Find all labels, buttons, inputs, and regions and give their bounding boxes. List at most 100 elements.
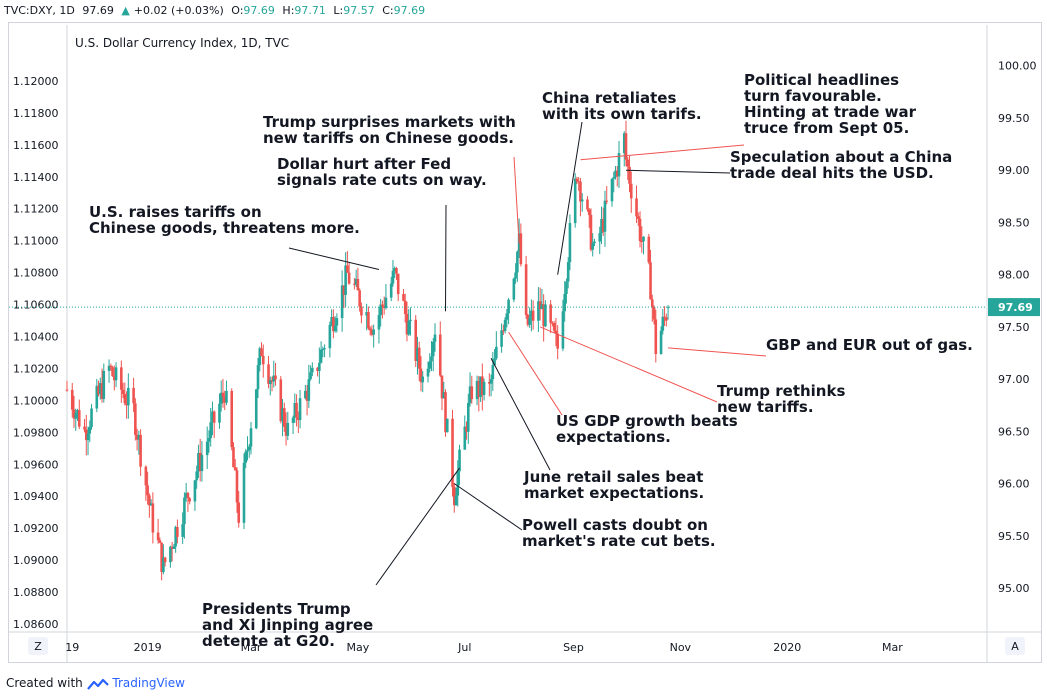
candle-body (516, 251, 519, 273)
candle-body (270, 380, 274, 382)
last-price: 97.69 (82, 4, 114, 17)
symbol-name[interactable]: TVC:DXY, 1D (4, 4, 75, 17)
left-axis-tick-label: 1.09800 (13, 426, 59, 439)
candle-body (272, 375, 276, 382)
candle-body (146, 485, 149, 496)
candle-body (475, 380, 479, 400)
left-axis-tick-label: 1.08600 (13, 618, 59, 631)
left-axis-tick-label: 1.12000 (13, 75, 59, 88)
candle-body (183, 497, 186, 525)
candle-body (409, 319, 412, 322)
candle-body (86, 433, 90, 441)
candle-body (395, 268, 398, 274)
annotation-leader-line (668, 347, 767, 357)
candles-series (65, 120, 670, 581)
candle-body (603, 200, 607, 232)
candle-body (125, 403, 128, 406)
annotation-text: truce from Sept 05. (744, 119, 909, 137)
candle-body (537, 301, 540, 321)
candle-body (309, 372, 312, 380)
candle-body (162, 557, 165, 572)
high-label: H: (282, 4, 295, 17)
candle-body (477, 380, 481, 397)
candle-body (90, 408, 93, 428)
candle-body (482, 382, 486, 396)
annotation-text: trade deal hits the USD. (730, 164, 934, 182)
candle-body (442, 392, 446, 399)
candle-body (247, 446, 251, 451)
candle-body (638, 218, 642, 241)
candle-body (70, 389, 74, 410)
candle-body (600, 219, 603, 234)
right-axis-tick-label: 98.00 (998, 269, 1030, 282)
chart-canvas[interactable]: 1.12000 1.11800 1.11600 1.11400 1.11200 1.110… (9, 23, 1041, 662)
candle-body (503, 319, 507, 332)
candle-body (379, 304, 382, 316)
candle-body (519, 233, 523, 265)
candle-body (549, 304, 552, 323)
annotation-text: Trump rethinks (717, 382, 845, 400)
chart-title: U.S. Dollar Currency Index, 1D, TVC (75, 36, 289, 50)
candle-body (542, 304, 545, 327)
annotation-text: with its own tarifs. (542, 105, 702, 123)
candle-body (244, 451, 248, 463)
candle-body (258, 348, 262, 366)
annotation-text: Chinese goods, threatens more. (89, 219, 360, 237)
candle-body (540, 304, 544, 310)
candle-body (135, 434, 139, 440)
tradingview-brand[interactable]: TradingView (112, 676, 185, 690)
annotation-text: China retaliates (542, 89, 676, 107)
time-axis-tick-label: Mar (882, 641, 903, 654)
candle-body (465, 426, 468, 432)
candle-body (589, 214, 593, 250)
candle-body (212, 411, 216, 423)
candle-body (554, 330, 558, 334)
candle-body (393, 268, 396, 271)
auto-scale-button[interactable] (1005, 637, 1025, 655)
chart-pane[interactable]: 1.12000 1.11800 1.11600 1.11400 1.11200 1.110… (8, 22, 1042, 663)
candle-body (360, 306, 363, 316)
annotation-text: U.S. raises tariffs on (89, 203, 262, 221)
low-value: 97.57 (343, 4, 375, 17)
candle-body (642, 236, 645, 242)
candle-body (647, 236, 651, 263)
annotation-text: Speculation about a China (730, 148, 952, 166)
candle-body (132, 387, 135, 404)
open-label: O: (231, 4, 244, 17)
footer: Created with TradingView (0, 668, 1047, 698)
time-axis-tick-label: May (347, 641, 370, 654)
left-price-axis: 1.12000 1.11800 1.11600 1.11400 1.11200 1.110… (13, 75, 59, 631)
candle-body (170, 546, 174, 549)
annotation-text: Dollar hurt after Fed (277, 155, 451, 173)
candle-body (428, 361, 432, 369)
symbol-header: TVC:DXY, 1D 97.69 ▲ +0.02 (+0.03%) O:97.6… (0, 0, 1047, 22)
time-axis-tick-label: 2020 (773, 641, 801, 654)
candle-body (151, 503, 155, 533)
candle-body (598, 233, 602, 242)
candle-body (640, 240, 644, 242)
candle-body (507, 299, 510, 314)
right-axis-tick-label: 95.00 (998, 582, 1030, 595)
candle-body (65, 389, 69, 391)
candle-body (169, 546, 172, 563)
candle-body (242, 462, 246, 523)
candle-body (552, 323, 556, 331)
candle-body (198, 452, 202, 472)
candle-body (438, 334, 442, 376)
candle-body (652, 306, 656, 320)
candle-body (237, 502, 241, 523)
time-axis: 19 2019 Mar May Jul Sep Nov 2020 Mar (65, 641, 903, 654)
candle-body (468, 386, 472, 403)
candle-body (617, 153, 621, 177)
candle-body (456, 471, 460, 496)
candle-body (321, 348, 325, 350)
candle-body (340, 285, 344, 319)
candle-body (445, 418, 449, 433)
left-scale-button[interactable] (28, 637, 48, 655)
candle-body (188, 498, 191, 502)
candle-body (111, 367, 114, 377)
tradingview-logo-icon (86, 678, 109, 690)
right-axis-tick-label: 96.50 (998, 425, 1030, 438)
time-axis-tick-label: Nov (670, 641, 692, 654)
candle-body (353, 283, 356, 285)
